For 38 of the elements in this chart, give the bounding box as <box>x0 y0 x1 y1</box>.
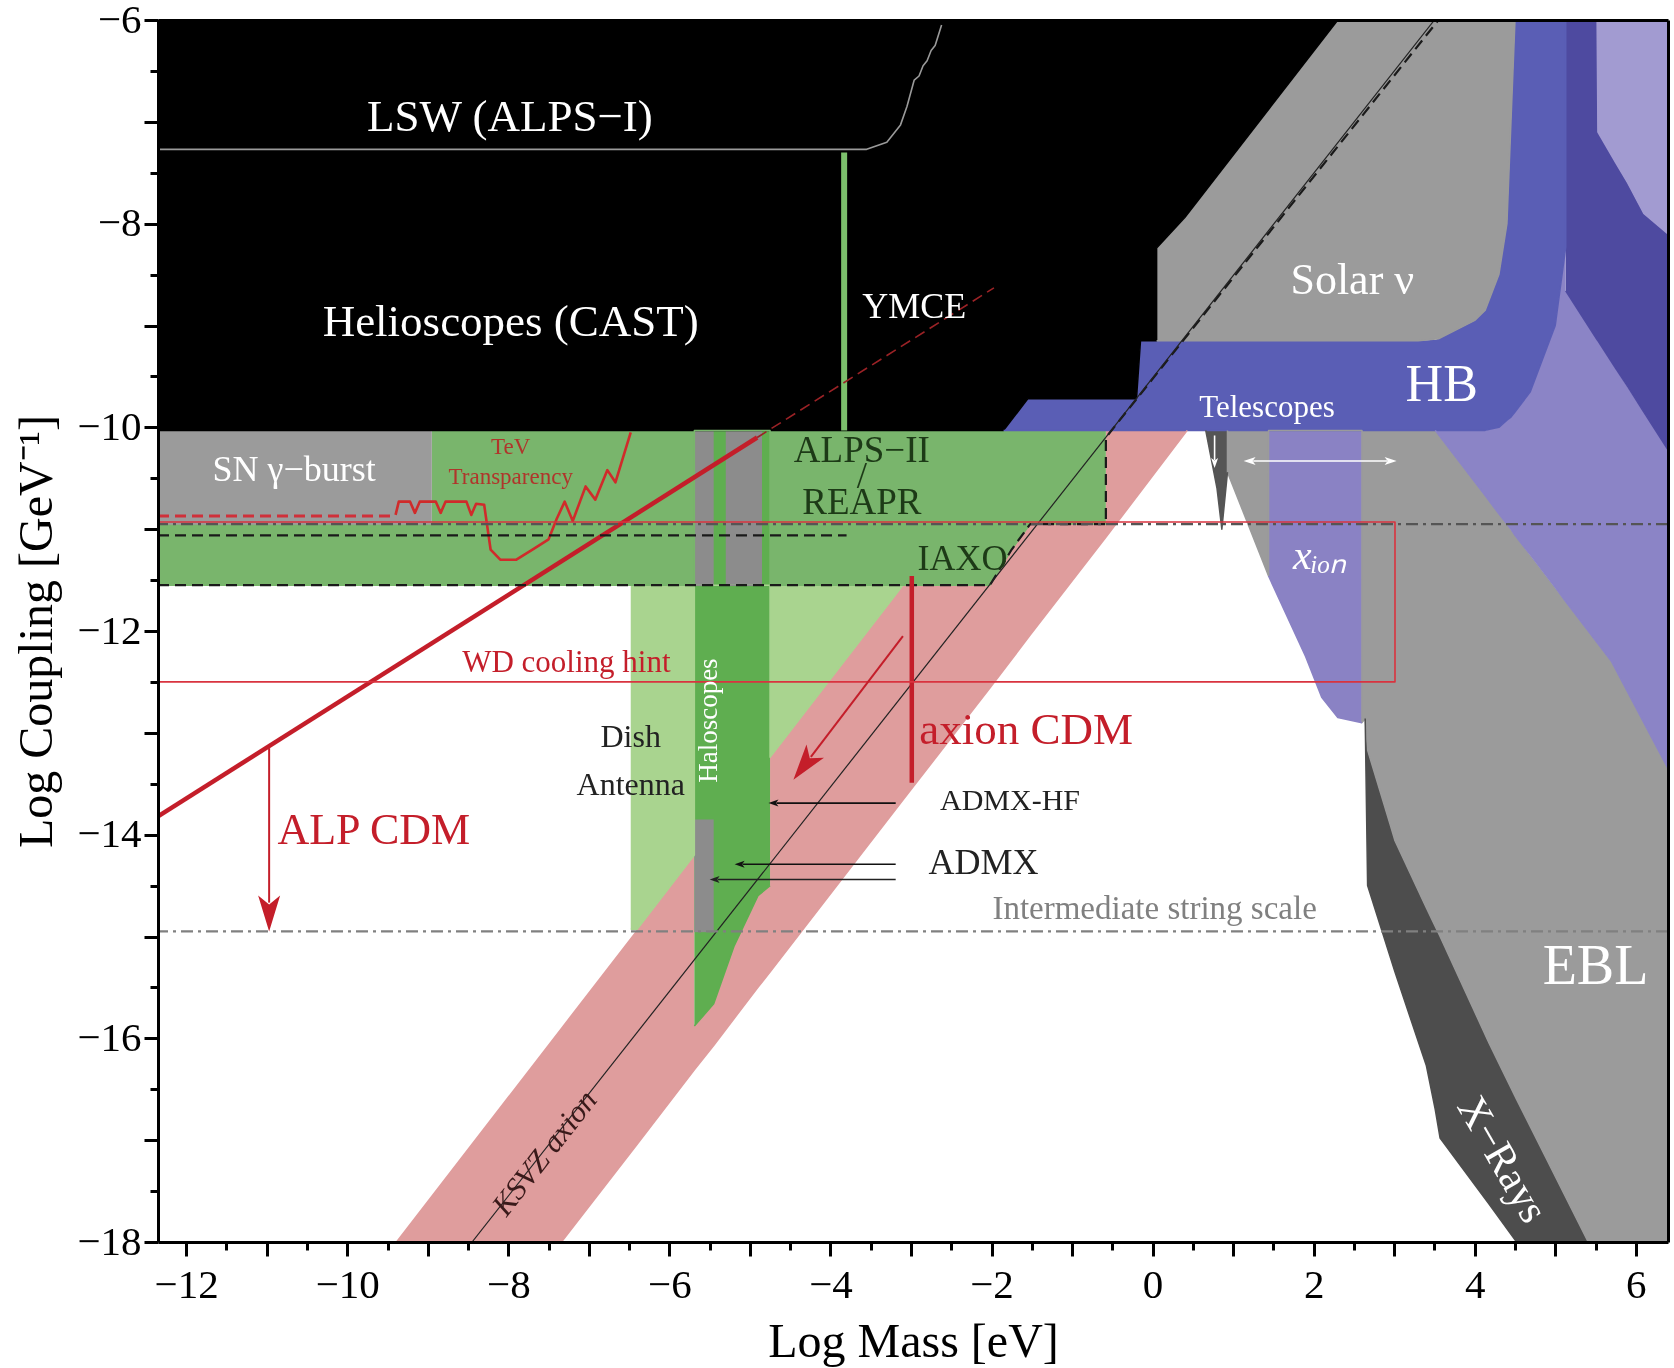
annotation: axion CDM <box>919 703 1134 754</box>
x-tick-label: −12 <box>154 1260 219 1307</box>
y-tick-label: −12 <box>77 606 142 653</box>
annotation: ADMX-HF <box>940 783 1081 817</box>
annotation: Haloscopes <box>692 658 723 783</box>
y-tick-label: −8 <box>97 199 142 246</box>
x-axis-title: Log Mass [eV] <box>768 1313 1059 1367</box>
y-tick-label: −6 <box>97 0 142 42</box>
annotation: xᵢₒₙ <box>1291 531 1348 578</box>
x-tick-label: −10 <box>315 1260 380 1307</box>
y-tick-label: −10 <box>77 402 142 449</box>
annotation: ALPS−II / REAPR <box>793 428 930 522</box>
x-tick-label: 6 <box>1626 1260 1647 1307</box>
annotation: HB <box>1405 354 1478 412</box>
x-tick-label: −4 <box>809 1260 853 1307</box>
annotation: Telescopes <box>1199 388 1335 424</box>
y-tick-label: −16 <box>77 1013 142 1060</box>
ref-line-label: Intermediate string scale <box>992 890 1317 927</box>
annotation: IAXO <box>917 537 1008 578</box>
annotation: EBL <box>1542 934 1649 997</box>
x-tick-label: −2 <box>970 1260 1014 1307</box>
x-tick-label: 2 <box>1303 1260 1325 1307</box>
annotation: ALP CDM <box>277 804 471 854</box>
y-axis-title: Log Coupling [GeV⁻¹] <box>8 415 62 848</box>
annotation: Helioscopes (CAST) <box>322 296 699 347</box>
y-tick-label: −14 <box>77 810 142 857</box>
annotation: YMCE <box>862 286 967 327</box>
annotation: SN γ−burst <box>212 449 376 490</box>
annotation: ADMX <box>928 842 1039 883</box>
x-tick-label: −8 <box>487 1260 531 1307</box>
x-tick-label: 4 <box>1464 1260 1486 1307</box>
annotation: LSW (ALPS−I) <box>367 90 653 141</box>
annotation: Solar ν <box>1290 254 1415 304</box>
annotation: Dish Antenna <box>576 717 685 802</box>
annotation: TeV Transparency <box>448 433 574 489</box>
x-tick-label: −6 <box>648 1260 692 1307</box>
y-tick-label: −18 <box>77 1217 142 1264</box>
x-tick-label: 0 <box>1142 1260 1164 1307</box>
